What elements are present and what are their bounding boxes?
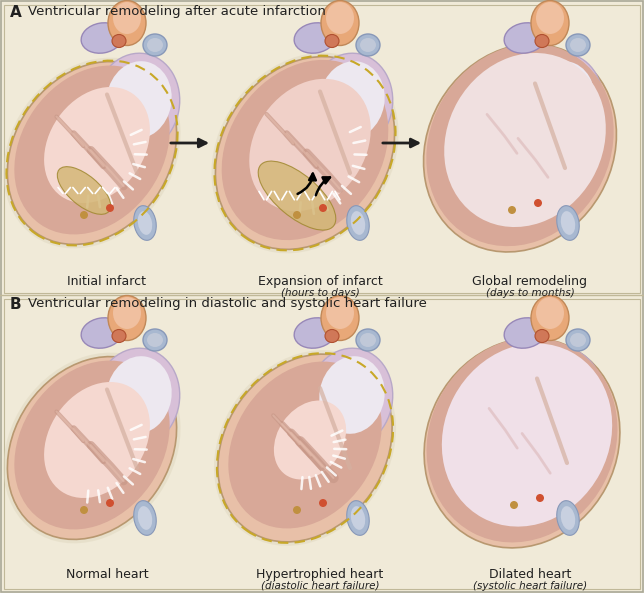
Ellipse shape — [80, 506, 88, 514]
Ellipse shape — [147, 38, 163, 52]
Ellipse shape — [566, 34, 590, 56]
Ellipse shape — [3, 353, 180, 543]
Ellipse shape — [557, 206, 579, 240]
Ellipse shape — [566, 329, 590, 351]
Ellipse shape — [426, 44, 614, 246]
Ellipse shape — [325, 34, 339, 47]
Ellipse shape — [106, 356, 172, 434]
Ellipse shape — [536, 494, 544, 502]
Ellipse shape — [529, 61, 594, 139]
Ellipse shape — [319, 61, 384, 139]
Ellipse shape — [3, 58, 180, 248]
Ellipse shape — [143, 34, 167, 56]
Ellipse shape — [346, 500, 369, 535]
Ellipse shape — [326, 297, 354, 329]
Ellipse shape — [570, 333, 586, 347]
Ellipse shape — [94, 53, 180, 153]
Ellipse shape — [307, 348, 393, 448]
Ellipse shape — [249, 79, 371, 211]
Ellipse shape — [319, 356, 384, 434]
Ellipse shape — [134, 206, 156, 240]
Ellipse shape — [535, 34, 549, 47]
Ellipse shape — [113, 297, 141, 329]
Ellipse shape — [222, 60, 388, 240]
Ellipse shape — [557, 500, 579, 535]
Ellipse shape — [293, 506, 301, 514]
Ellipse shape — [147, 333, 163, 347]
Ellipse shape — [14, 361, 169, 530]
Text: Dilated heart: Dilated heart — [489, 568, 571, 581]
Ellipse shape — [517, 348, 603, 448]
Ellipse shape — [504, 318, 546, 348]
Text: (hours to days): (hours to days) — [281, 288, 359, 298]
Ellipse shape — [113, 2, 141, 34]
Ellipse shape — [534, 199, 542, 207]
Ellipse shape — [138, 506, 152, 530]
Ellipse shape — [321, 1, 359, 46]
Text: Ventricular remodeling in diastolic and systolic heart failure: Ventricular remodeling in diastolic and … — [28, 297, 427, 310]
Ellipse shape — [360, 333, 376, 347]
Text: Normal heart: Normal heart — [66, 568, 148, 581]
Ellipse shape — [325, 330, 339, 343]
Ellipse shape — [319, 204, 327, 212]
Ellipse shape — [360, 38, 376, 52]
Ellipse shape — [504, 23, 546, 53]
Ellipse shape — [326, 2, 354, 34]
Ellipse shape — [106, 61, 172, 139]
Ellipse shape — [321, 295, 359, 340]
Text: (diastolic heart failure): (diastolic heart failure) — [261, 581, 379, 591]
Ellipse shape — [536, 297, 564, 329]
Ellipse shape — [351, 506, 365, 530]
Ellipse shape — [444, 53, 606, 227]
Text: Expansion of infarct: Expansion of infarct — [258, 275, 383, 288]
Ellipse shape — [108, 295, 146, 340]
Ellipse shape — [424, 44, 616, 252]
Ellipse shape — [229, 362, 382, 528]
Ellipse shape — [80, 211, 88, 219]
Ellipse shape — [143, 329, 167, 351]
Text: (systolic heart failure): (systolic heart failure) — [473, 581, 587, 591]
Ellipse shape — [531, 1, 569, 46]
Ellipse shape — [508, 206, 516, 214]
Ellipse shape — [57, 167, 111, 214]
Ellipse shape — [211, 53, 399, 253]
Ellipse shape — [274, 400, 346, 480]
Ellipse shape — [94, 348, 180, 448]
Ellipse shape — [7, 356, 176, 540]
Ellipse shape — [356, 34, 380, 56]
Ellipse shape — [570, 38, 586, 52]
Ellipse shape — [14, 66, 169, 234]
Ellipse shape — [106, 204, 114, 212]
Ellipse shape — [426, 337, 618, 543]
Text: (days to months): (days to months) — [486, 288, 574, 298]
Ellipse shape — [536, 2, 564, 34]
Ellipse shape — [561, 506, 575, 530]
Ellipse shape — [112, 34, 126, 47]
Ellipse shape — [293, 211, 301, 219]
Ellipse shape — [356, 329, 380, 351]
Ellipse shape — [294, 318, 336, 348]
Ellipse shape — [424, 338, 620, 548]
Ellipse shape — [218, 354, 392, 542]
Text: B: B — [10, 297, 22, 312]
Text: Global remodeling: Global remodeling — [473, 275, 587, 288]
Text: Ventricular remodeling after acute infarction: Ventricular remodeling after acute infar… — [28, 5, 326, 18]
Ellipse shape — [258, 161, 336, 230]
Ellipse shape — [81, 318, 123, 348]
Ellipse shape — [351, 211, 365, 235]
Ellipse shape — [106, 499, 114, 507]
Ellipse shape — [216, 56, 395, 250]
Ellipse shape — [134, 500, 156, 535]
Ellipse shape — [81, 23, 123, 53]
Text: Initial infarct: Initial infarct — [68, 275, 146, 288]
Ellipse shape — [442, 343, 612, 527]
Ellipse shape — [319, 499, 327, 507]
Ellipse shape — [108, 1, 146, 46]
Ellipse shape — [112, 330, 126, 343]
Ellipse shape — [44, 87, 150, 203]
Ellipse shape — [44, 382, 150, 498]
Ellipse shape — [307, 53, 393, 153]
Ellipse shape — [294, 23, 336, 53]
Ellipse shape — [529, 356, 594, 434]
